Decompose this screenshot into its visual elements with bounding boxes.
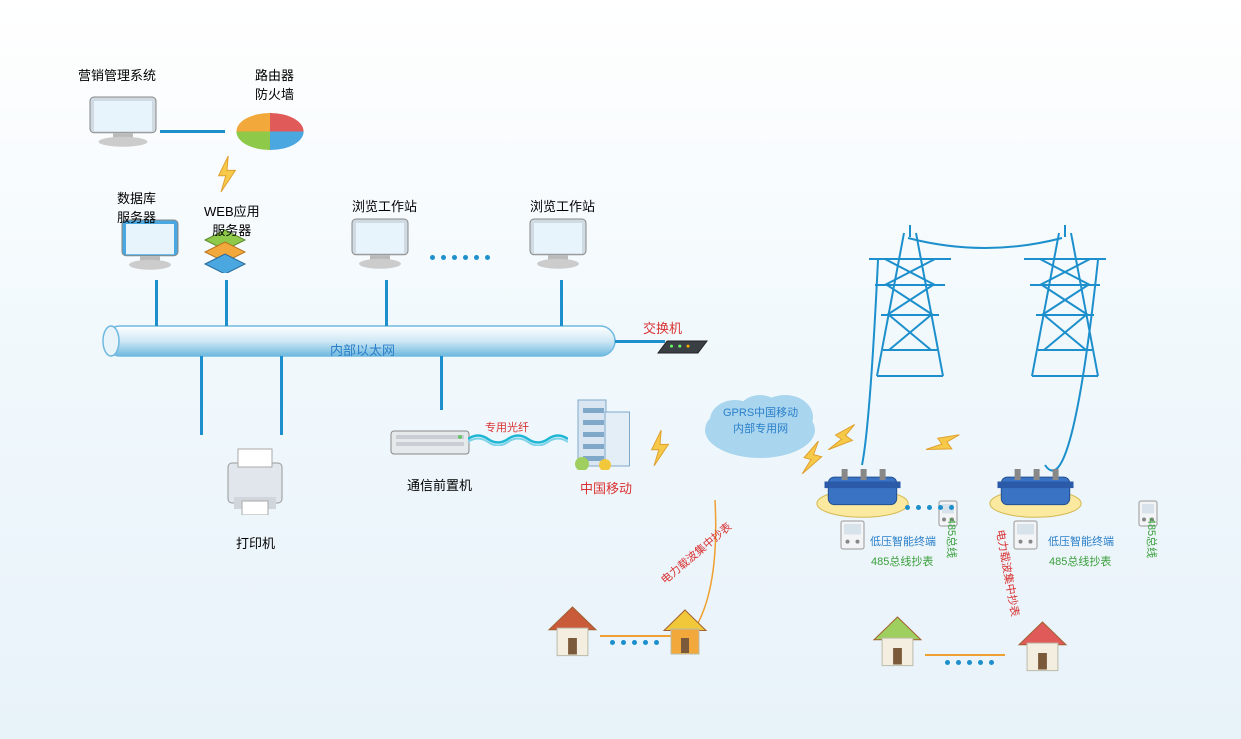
label-lv_term1: 低压智能终端 [870,533,936,549]
lightning-icon [648,430,672,471]
mgmt-link-line [160,130,225,133]
label-db_server: 数据库 服务器 [117,188,156,226]
label-bus485_v1: 485总线 [944,518,960,558]
db-pc-icon [120,218,180,278]
house1-icon [545,605,600,665]
label-comm_front: 通信前置机 [407,475,472,494]
meter2-icon [1013,520,1038,555]
house4-icon [1015,620,1070,680]
tower2-icon [1020,225,1110,385]
ethernet-drop [155,280,158,326]
ws2-icon [528,217,588,277]
label-mgmt_sys: 营销管理系统 [78,65,156,84]
lightning-icon [215,156,239,197]
ellipsis-dots [945,660,994,665]
trans1-icon [815,465,910,525]
label-ethernet: 内部以太网 [330,340,395,359]
ethernet-drop [280,356,283,435]
label-printer: 打印机 [236,533,275,552]
building-icon [570,390,640,475]
ethernet-drop [385,280,388,326]
label-browse_ws1: 浏览工作站 [352,196,417,215]
label-web_server: WEB应用 服务器 [204,201,260,239]
label-router: 路由器 防火墙 [255,65,294,103]
tower1-icon [865,225,955,385]
ws1-icon [350,217,410,277]
switch-dev-icon [655,338,710,361]
label-bus485_1: 485总线抄表 [871,553,933,569]
label-lv_term2: 低压智能终端 [1048,533,1114,549]
label-switch: 交换机 [643,318,682,337]
house2-icon [660,608,710,663]
meter1-icon [840,520,865,555]
trans2-icon [988,465,1083,525]
pie-chart-icon [230,95,310,165]
label-bus485_2: 485总线抄表 [1049,553,1111,569]
label-gprs: GPRS中国移动 内部专用网 [723,404,798,436]
house3-icon [870,615,925,675]
printer-dev-icon [220,445,290,520]
label-bus485_v2: 485总线 [1144,518,1160,558]
monitor-mgmt-icon [88,95,158,155]
ethernet-drop [225,280,228,326]
ellipsis-dots [430,255,490,260]
ellipsis-dots [905,505,954,510]
label-browse_ws2: 浏览工作站 [530,196,595,215]
ethernet-drop [560,280,563,326]
ethernet-drop [200,356,203,435]
label-fiber: 专用光纤 [485,419,529,435]
ellipsis-dots [610,640,659,645]
ethernet-drop [440,356,443,410]
comm-dev-icon [390,430,470,460]
label-china_mobile: 中国移动 [580,478,632,497]
